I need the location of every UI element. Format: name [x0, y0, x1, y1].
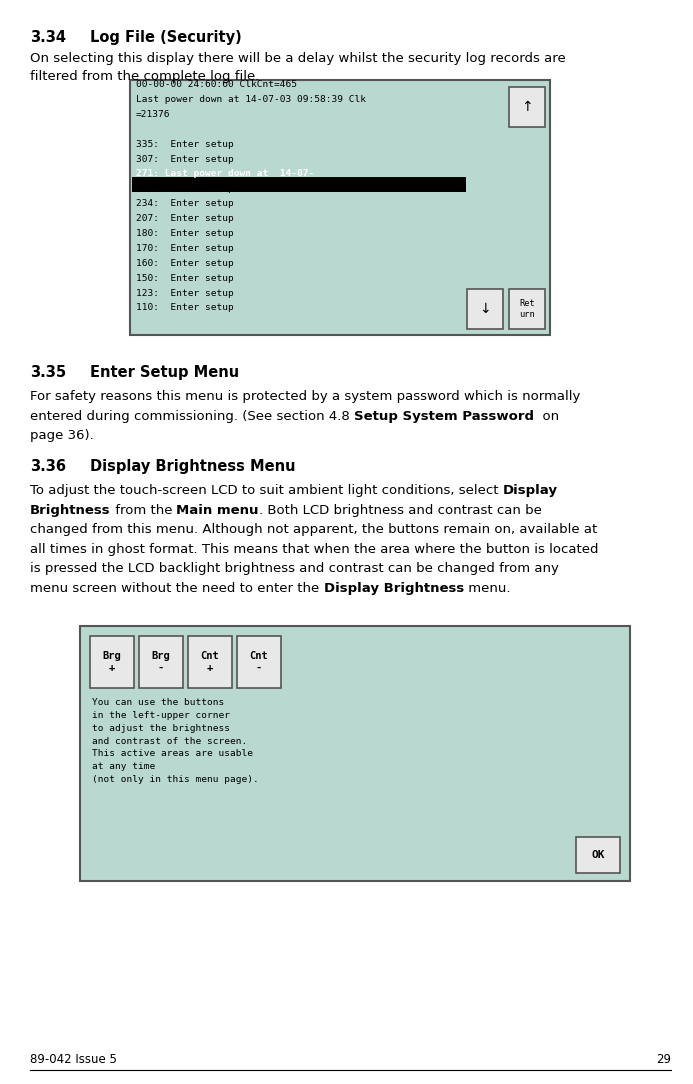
- Text: menu.: menu.: [464, 581, 510, 594]
- Text: 234:  Enter setup: 234: Enter setup: [136, 199, 234, 208]
- Text: menu screen without the need to enter the: menu screen without the need to enter th…: [30, 581, 324, 594]
- Text: =21376: =21376: [136, 109, 170, 119]
- Text: 160:  Enter setup: 160: Enter setup: [136, 259, 234, 268]
- Text: Cnt
-: Cnt -: [249, 651, 268, 673]
- Bar: [467, 289, 503, 330]
- Text: 89-042 Issue 5: 89-042 Issue 5: [30, 1053, 117, 1066]
- Bar: [80, 625, 630, 881]
- Text: Main menu: Main menu: [177, 503, 259, 516]
- Text: 150:  Enter setup: 150: Enter setup: [136, 273, 234, 283]
- Text: 243:  Enter setup: 243: Enter setup: [136, 184, 234, 193]
- Text: Last power down at 14-07-03 09:58:39 Clk: Last power down at 14-07-03 09:58:39 Clk: [136, 95, 366, 104]
- Text: You can use the buttons
in the left-upper corner
to adjust the brightness
and co: You can use the buttons in the left-uppe…: [92, 698, 258, 784]
- Text: . Both LCD brightness and contrast can be: . Both LCD brightness and contrast can b…: [259, 503, 542, 516]
- Text: 307:  Enter setup: 307: Enter setup: [136, 155, 234, 164]
- Text: ↓: ↓: [479, 302, 491, 317]
- Text: page 36).: page 36).: [30, 429, 94, 442]
- Text: OK: OK: [591, 850, 605, 860]
- Text: 3.36: 3.36: [30, 459, 66, 474]
- Text: Brightness: Brightness: [30, 503, 111, 516]
- Text: Brg
+: Brg +: [103, 651, 121, 673]
- Text: entered during commissioning. (See section 4.8: entered during commissioning. (See secti…: [30, 410, 354, 423]
- Text: Setup System Password: Setup System Password: [354, 410, 534, 423]
- Text: changed from this menu. Although not apparent, the buttons remain on, available : changed from this menu. Although not app…: [30, 522, 597, 535]
- Text: Ret
urn: Ret urn: [519, 299, 535, 319]
- Bar: [188, 636, 232, 688]
- Text: Enter Setup Menu: Enter Setup Menu: [90, 365, 239, 380]
- Text: 3.34: 3.34: [30, 30, 66, 46]
- Text: To adjust the touch-screen LCD to suit ambient light conditions, select: To adjust the touch-screen LCD to suit a…: [30, 483, 502, 496]
- Bar: [509, 289, 545, 330]
- Text: 335:  Enter setup: 335: Enter setup: [136, 140, 234, 149]
- Text: from the: from the: [111, 503, 177, 516]
- Bar: [130, 80, 550, 335]
- Text: 29: 29: [656, 1053, 671, 1066]
- Bar: [509, 87, 545, 127]
- Text: For safety reasons this menu is protected by a system password which is normally: For safety reasons this menu is protecte…: [30, 390, 580, 403]
- Text: Brg
-: Brg -: [152, 651, 170, 673]
- Text: is pressed the LCD backlight brightness and contrast can be changed from any: is pressed the LCD backlight brightness …: [30, 562, 559, 575]
- Text: Log File (Security): Log File (Security): [90, 30, 242, 46]
- Text: 3.35: 3.35: [30, 365, 66, 380]
- Text: ↑: ↑: [521, 100, 533, 114]
- Text: 00-00-00 24:60:60 ClkCnt=465: 00-00-00 24:60:60 ClkCnt=465: [136, 80, 297, 89]
- Text: all times in ghost format. This means that when the area where the button is loc: all times in ghost format. This means th…: [30, 542, 599, 555]
- Text: On selecting this display there will be a delay whilst the security log records : On selecting this display there will be …: [30, 52, 565, 82]
- Text: 207:  Enter setup: 207: Enter setup: [136, 215, 234, 223]
- Text: Display Brightness Menu: Display Brightness Menu: [90, 459, 295, 474]
- Bar: [237, 636, 281, 688]
- Text: on: on: [534, 410, 559, 423]
- Bar: [139, 636, 183, 688]
- Text: Cnt
+: Cnt +: [201, 651, 220, 673]
- Text: Display Brightness: Display Brightness: [324, 581, 464, 594]
- Bar: [576, 837, 620, 873]
- Bar: [132, 177, 466, 192]
- Text: 123:  Enter setup: 123: Enter setup: [136, 288, 234, 298]
- Text: 110:  Enter setup: 110: Enter setup: [136, 304, 234, 312]
- Text: 271: Last power down at  14-07-: 271: Last power down at 14-07-: [136, 169, 314, 179]
- Text: 180:  Enter setup: 180: Enter setup: [136, 229, 234, 238]
- Text: Display: Display: [502, 483, 558, 496]
- Bar: [90, 636, 134, 688]
- Text: 170:  Enter setup: 170: Enter setup: [136, 244, 234, 253]
